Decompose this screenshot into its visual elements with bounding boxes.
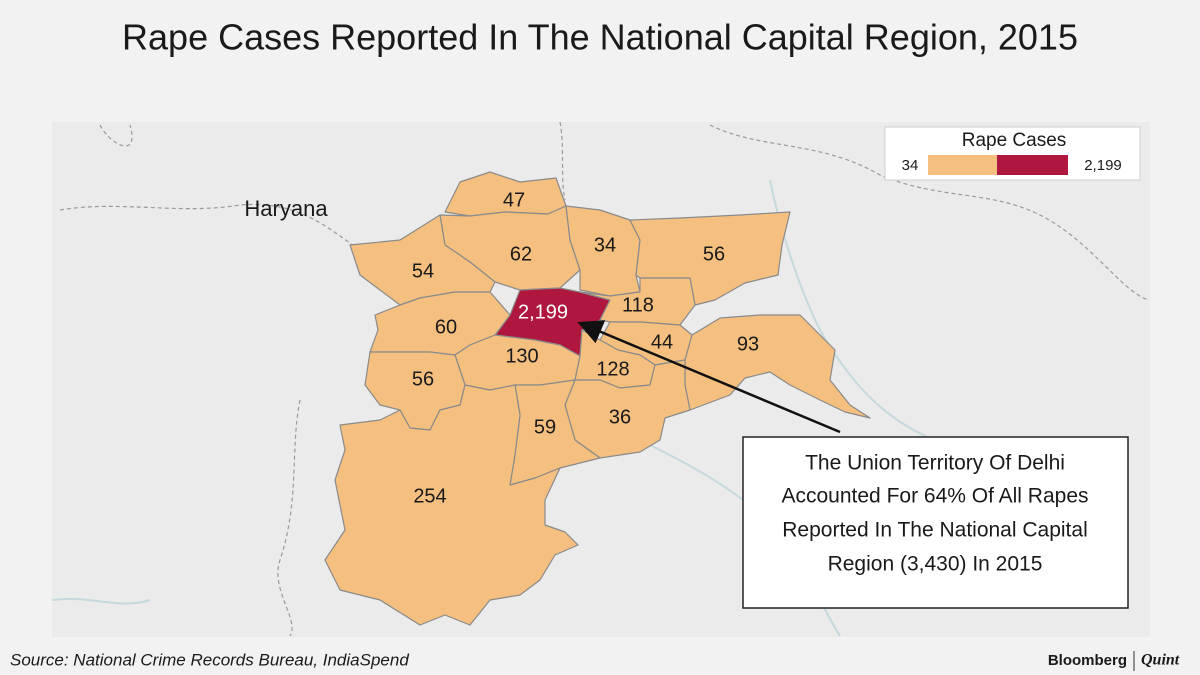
district-value: 47 bbox=[503, 189, 525, 211]
annotation-arrow bbox=[577, 320, 841, 434]
district-value: 130 bbox=[505, 345, 538, 367]
district bbox=[629, 211, 791, 306]
district bbox=[324, 384, 579, 626]
state-border bbox=[59, 203, 361, 251]
brand: Bloomberg bbox=[1048, 652, 1127, 669]
legend-min-label: 34 bbox=[902, 157, 919, 174]
annotation-line: Accounted For 64% Of All Rapes bbox=[782, 485, 1089, 508]
legend-swatch bbox=[997, 155, 1068, 175]
source: Source: National Crime Records Bureau, I… bbox=[10, 650, 409, 669]
district-value: 62 bbox=[510, 243, 532, 265]
legend-title: Rape Cases bbox=[962, 130, 1067, 151]
title: Rape Cases Reported In The National Capi… bbox=[122, 17, 1078, 58]
brand: Quint bbox=[1141, 652, 1180, 669]
legend-swatch bbox=[928, 155, 997, 175]
district-value: 56 bbox=[412, 368, 434, 390]
legend-max-label: 2,199 bbox=[1084, 157, 1122, 174]
district-value: 93 bbox=[737, 333, 759, 355]
district-value: 44 bbox=[651, 331, 673, 353]
district-value: 60 bbox=[435, 316, 457, 338]
district-value: 59 bbox=[534, 416, 556, 438]
river bbox=[51, 597, 151, 605]
district-value: 34 bbox=[594, 234, 616, 256]
district-value: 54 bbox=[412, 260, 434, 282]
district-value: 118 bbox=[622, 294, 654, 316]
district-value: 128 bbox=[596, 358, 629, 380]
state-label: Haryana bbox=[244, 196, 328, 221]
state-border bbox=[99, 124, 301, 637]
district-value: 2,199 bbox=[518, 301, 568, 323]
regions bbox=[324, 171, 871, 626]
district bbox=[579, 277, 696, 326]
annotation-line: Reported In The National Capital bbox=[782, 519, 1087, 542]
region-labels: 47 62 34 56 54 2,199 118 60 130 44 93 56… bbox=[412, 189, 759, 507]
annotation-line: The Union Territory Of Delhi bbox=[805, 452, 1065, 475]
annotation-line: Region (3,430) In 2015 bbox=[828, 553, 1043, 576]
legend bbox=[884, 126, 1141, 181]
state-border bbox=[559, 121, 1149, 301]
annotation-box bbox=[742, 436, 1129, 609]
district-value: 36 bbox=[609, 406, 631, 428]
district-value: 254 bbox=[413, 485, 446, 507]
district-value: 56 bbox=[703, 243, 725, 265]
